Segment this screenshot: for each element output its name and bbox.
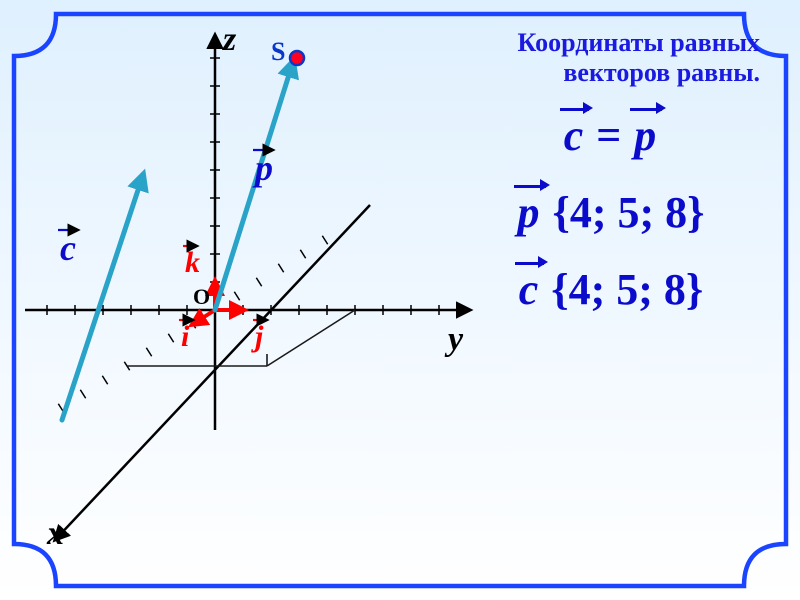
title-line1: Координаты равных xyxy=(518,28,760,57)
coords-text: {4; 5; 8} xyxy=(551,265,703,314)
svg-text:c: c xyxy=(60,228,76,268)
svg-text:k: k xyxy=(185,246,200,279)
vec-c-symbol: c xyxy=(562,110,586,161)
coords-text: {4; 5; 8} xyxy=(553,188,705,237)
svg-text:x: x xyxy=(46,515,64,552)
points xyxy=(290,51,304,65)
eq-c-coords: c {4; 5; 8} xyxy=(517,264,704,315)
vec-p-symbol: p xyxy=(516,187,542,238)
equals-sign: = xyxy=(596,111,621,160)
axes xyxy=(25,35,470,540)
svg-text:S: S xyxy=(271,37,285,66)
vec-p-symbol: p xyxy=(632,110,658,161)
svg-text:z: z xyxy=(222,21,237,58)
svg-text:p: p xyxy=(252,148,273,188)
axis-ticks xyxy=(47,58,439,412)
svg-text:i: i xyxy=(181,320,190,353)
title-text: Координаты равных векторов равны. xyxy=(410,28,760,88)
vec-c-symbol: c xyxy=(517,264,541,315)
svg-text:y: y xyxy=(444,321,464,358)
eq-p-coords: p {4; 5; 8} xyxy=(516,187,705,238)
eq-c-equals-p: c = p xyxy=(562,110,659,161)
svg-text:O: O xyxy=(193,284,210,309)
projection-box xyxy=(127,310,355,366)
title-line2: векторов равны. xyxy=(563,58,760,87)
svg-text:j: j xyxy=(251,320,264,353)
equation-block: c = p p {4; 5; 8} c {4; 5; 8} xyxy=(460,110,760,315)
